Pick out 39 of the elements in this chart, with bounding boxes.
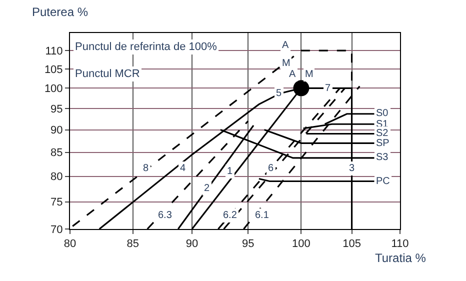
annotation: S3 [376,152,389,163]
y-tick-label: 95 [50,103,63,116]
annotation: A [289,69,296,80]
annotation: 6.1 [255,210,270,221]
annotation: 6 [268,163,274,174]
annotation: 3 [349,163,355,174]
y-tick-label: 105 [44,64,63,76]
annotation: S0 [376,108,389,119]
x-tick-label: 90 [186,238,198,250]
annotation: S2 [376,128,389,139]
annotation: 8 [143,163,149,174]
annotation: 6.3 [158,210,172,221]
annotation: SP [376,138,390,149]
y-tick-label: 75 [50,196,63,209]
x-tick-label: 110 [391,238,409,250]
x-tick-label: 105 [342,238,361,250]
annotation: M [305,69,314,80]
y-tick-label: 85 [50,147,63,160]
annotation: Punctul de referinta de 100% [75,41,218,53]
x-axis-title: Turatia % [375,251,426,265]
y-tick-label: 110 [45,45,63,58]
annotation: 6.2 [223,210,238,221]
annotation: 2 [204,183,210,194]
y-tick-label: 100 [44,83,63,96]
x-tick-label: 100 [292,238,310,250]
annotation: PC [376,176,390,187]
x-tick-label: 85 [126,238,139,250]
x-tick-label: 95 [242,238,254,250]
annotation: A [282,40,289,51]
x-tick-label: 80 [64,238,76,250]
annotation: M [282,58,290,69]
annotation: 7 [325,83,331,94]
y-tick-label: 90 [50,124,63,137]
annotation: 4 [180,163,186,174]
y-tick-label: 80 [50,171,63,184]
annotation: 1 [227,166,233,177]
annotation: Punctul MCR [75,68,140,80]
y-tick-label: 70 [50,224,63,236]
y-axis-title: Puterea % [32,5,88,19]
